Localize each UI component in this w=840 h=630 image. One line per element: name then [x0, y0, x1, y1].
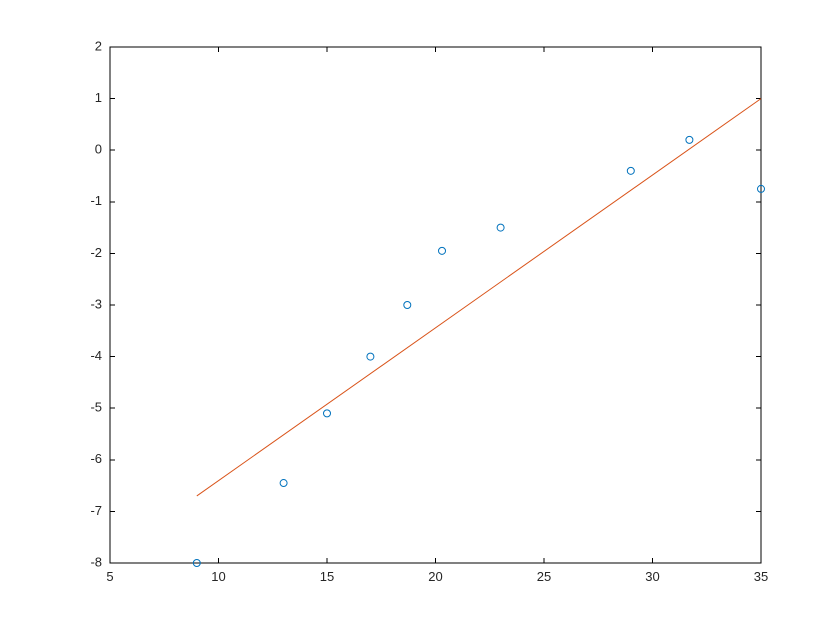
y-tick-label: -2 — [90, 245, 102, 260]
y-tick-label: -8 — [90, 554, 102, 569]
x-tick-label: 20 — [428, 569, 442, 584]
y-tick-label: -4 — [90, 348, 102, 363]
y-tick-label: -5 — [90, 400, 102, 415]
x-tick-label: 30 — [645, 569, 659, 584]
scatter-line-chart: 5 10 15 20 25 30 35 -8 -7 -6 -5 -4 -3 -2 -1 0 1 2 — [0, 0, 840, 630]
x-tick-label: 15 — [320, 569, 334, 584]
y-tick-label: 2 — [95, 38, 102, 53]
y-tick-label: -1 — [90, 193, 102, 208]
y-tick-label: -3 — [90, 296, 102, 311]
y-tick-label: -6 — [90, 451, 102, 466]
x-tick-label: 35 — [754, 569, 768, 584]
chart-container: 5 10 15 20 25 30 35 -8 -7 -6 -5 -4 -3 -2 -1 0 1 2 — [0, 0, 840, 630]
x-tick-label: 10 — [211, 569, 225, 584]
y-tick-label: 1 — [95, 90, 102, 105]
x-tick-label: 25 — [537, 569, 551, 584]
y-tick-label: 0 — [95, 142, 102, 157]
y-tick-label: -7 — [90, 503, 102, 518]
x-tick-label: 5 — [106, 569, 113, 584]
plot-background — [110, 47, 761, 563]
